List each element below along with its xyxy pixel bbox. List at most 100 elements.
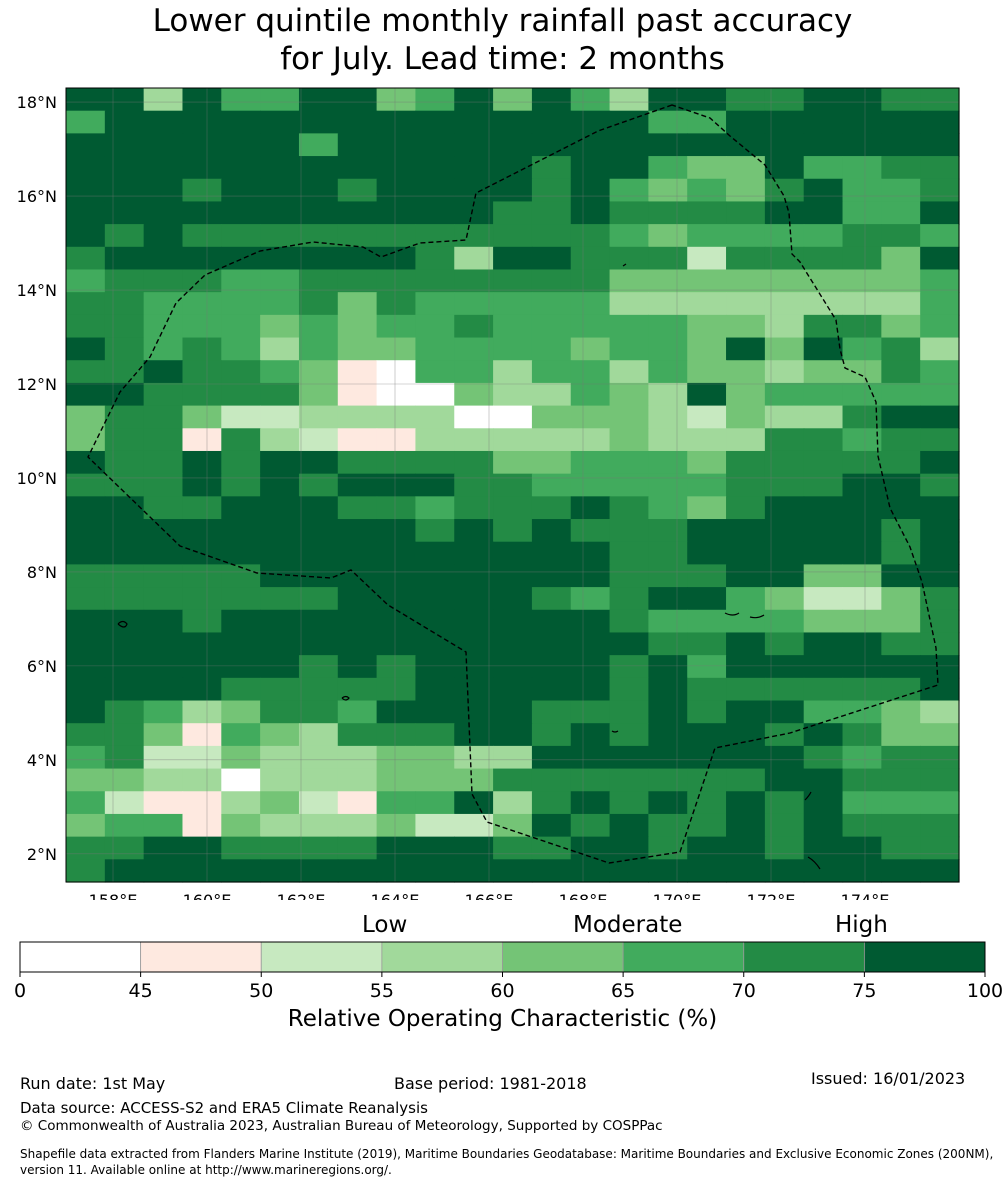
grid-cell [842, 337, 882, 361]
colorbar-tick-label: 65 [611, 980, 635, 1002]
grid-cell [531, 791, 572, 815]
grid-cell [803, 632, 844, 656]
grid-cell [920, 473, 960, 497]
grid-cell [842, 473, 882, 497]
grid-cell [66, 224, 106, 248]
grid-cell [104, 519, 145, 543]
grid-cell [182, 655, 222, 679]
grid-cell [415, 859, 455, 883]
grid-cell [66, 269, 106, 293]
grid-cell [687, 700, 727, 724]
grid-cell [454, 745, 494, 770]
grid-cell [415, 473, 455, 497]
grid-cell [298, 700, 339, 724]
grid-cell [376, 450, 417, 475]
colorbar-segment [140, 941, 262, 973]
grid-cell [221, 405, 261, 429]
grid-cell [842, 269, 882, 293]
grid-cell [298, 337, 339, 361]
grid-cell [221, 428, 261, 452]
lat-tick-label: 2°N [27, 845, 57, 864]
grid-cell [415, 269, 455, 293]
grid-cell [764, 201, 805, 225]
grid-cell [803, 859, 844, 883]
grid-cell [531, 632, 572, 656]
grid-cell [570, 360, 611, 384]
grid-cell [66, 428, 106, 452]
grid-cell [143, 314, 184, 339]
grid-cell [260, 269, 300, 293]
grid-cell [182, 337, 222, 361]
grid-cell [454, 496, 494, 520]
grid-cell [920, 110, 960, 134]
grid-cell [260, 587, 300, 611]
grid-cell [454, 677, 494, 702]
grid-cell [260, 360, 300, 384]
grid-cell [221, 859, 261, 883]
grid-cell [531, 224, 572, 248]
grid-cell [221, 360, 261, 384]
grid-cell [648, 269, 688, 293]
grid-cell [493, 405, 533, 429]
grid-cell [337, 88, 378, 112]
grid-cell [920, 791, 960, 815]
grid-cell [920, 723, 960, 747]
grid-cell [260, 292, 300, 316]
grid-cell [609, 292, 649, 316]
grid-cell [415, 246, 455, 271]
grid-cell [842, 314, 882, 339]
grid-cell [260, 473, 300, 497]
grid-cell [726, 859, 766, 883]
lon-tick-label: 166°E [465, 891, 514, 900]
grid-cell [570, 768, 611, 792]
colorbar-tick-label: 70 [732, 980, 756, 1002]
grid-cell [531, 677, 572, 702]
grid-cell [66, 292, 106, 316]
grid-cell [920, 496, 960, 520]
grid-cell [920, 519, 960, 543]
grid-cell [143, 246, 184, 271]
grid-cell [104, 201, 145, 225]
grid-cell [920, 700, 960, 724]
grid-cell [104, 768, 145, 792]
grid-cell [648, 450, 688, 475]
grid-cell [570, 587, 611, 611]
grid-cell [66, 655, 106, 679]
grid-cell [687, 382, 727, 407]
grid-cell [337, 156, 378, 180]
grid-cell [881, 133, 921, 157]
colorbar-segment [622, 941, 745, 973]
grid-cell [182, 700, 222, 724]
grid-cell [570, 496, 611, 520]
grid-cell [66, 473, 106, 497]
grid-cell [803, 292, 844, 316]
grid-cell [143, 496, 184, 520]
grid-cell [648, 405, 688, 429]
grid-cell [298, 360, 339, 384]
grid-cell [454, 655, 494, 679]
gridlines [66, 88, 959, 882]
grid-cell [726, 382, 766, 407]
grid-cell [337, 428, 378, 452]
grid-cell [66, 314, 106, 339]
grid-cell [376, 269, 417, 293]
grid-cell [531, 246, 572, 271]
grid-cell [920, 564, 960, 588]
grid-cell [881, 224, 921, 248]
grid-cell [531, 428, 572, 452]
grid-cell [66, 632, 106, 656]
grid-cell [687, 564, 727, 588]
grid-cell [454, 382, 494, 407]
grid-cell [260, 813, 300, 838]
grid-cell [143, 700, 184, 724]
grid-cell [881, 292, 921, 316]
grid-cell [920, 609, 960, 634]
grid-cell [648, 813, 688, 838]
grid-cell [260, 496, 300, 520]
colorbar-segment [381, 941, 503, 973]
grid-cell [726, 110, 766, 134]
grid-cell [493, 246, 533, 271]
grid-cell [221, 450, 261, 475]
grid-cell [764, 745, 805, 770]
grid-cell [842, 405, 882, 429]
